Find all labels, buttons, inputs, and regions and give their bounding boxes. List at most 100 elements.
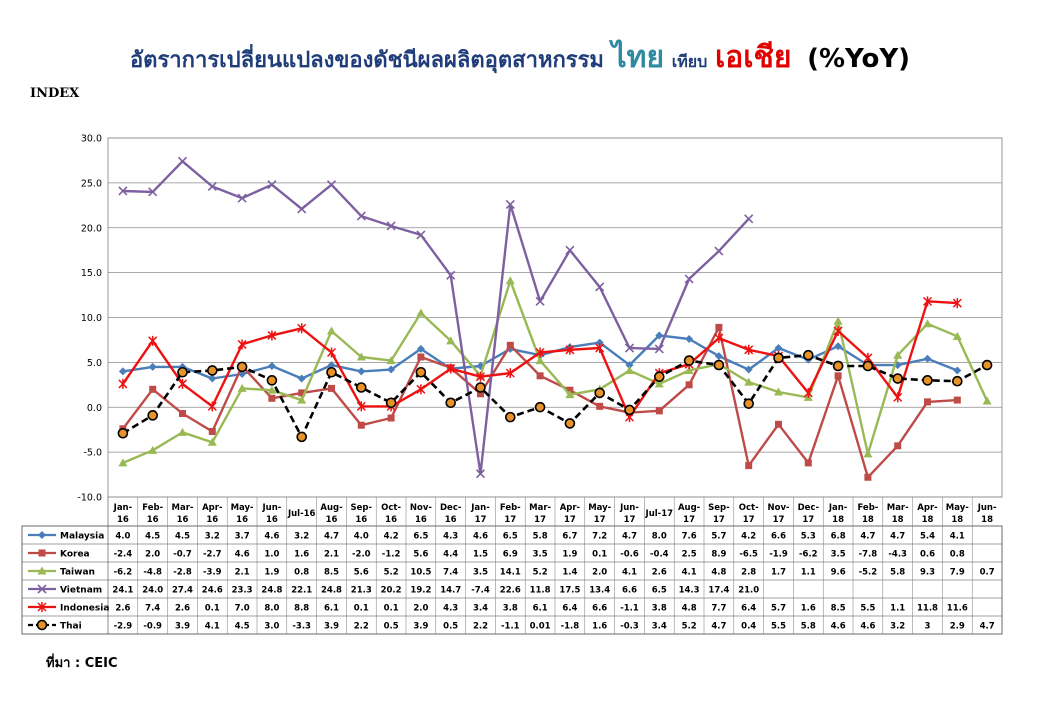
x-tick-label: Dec- [798,503,820,513]
data-point-thai [862,360,874,372]
table-cell-malaysia: 4.0 [115,532,130,542]
data-point-thai [445,397,457,409]
table-cell-malaysia: 4.7 [324,532,339,542]
x-tick-label: Aug- [678,503,701,513]
table-cell-vietnam: 14.7 [440,586,461,596]
table-cell-taiwan: 2.1 [235,568,250,578]
data-point-taiwan [565,390,575,399]
data-point-korea [745,462,753,470]
data-point-thai [177,366,188,378]
table-cell-vietnam: 17.5 [559,586,580,596]
data-point-vietnam [624,343,635,353]
data-point-thai [355,382,367,393]
table-cell-thai: -2.9 [114,622,133,632]
x-tick-label: 16 [415,515,427,525]
table-cell-thai: 4.7 [980,622,995,632]
data-point-malaysia [714,352,723,361]
series-line-taiwan [122,279,989,465]
data-point-thai [981,359,993,371]
table-cell-indonesia: 5.5 [860,604,875,614]
title-yoy: (%YoY) [807,44,911,74]
data-point-malaysia [416,344,425,353]
data-point-indonesia [118,378,128,389]
data-point-indonesia [416,384,426,395]
x-tick-label: 18 [862,515,874,525]
data-point-thai [266,375,278,386]
data-point-indonesia [565,344,575,355]
table-cell-thai: 3.0 [264,622,279,632]
table-cell-vietnam: 21.0 [738,586,759,596]
data-point-korea [477,390,484,398]
data-point-vietnam [446,270,456,280]
data-point-taiwan [207,437,217,446]
data-point-thai [773,352,784,364]
table-cell-malaysia: 4.3 [443,532,458,542]
data-point-thai [504,411,516,423]
data-point-indonesia [535,347,545,358]
data-point-taiwan [327,326,336,335]
data-point-korea [715,323,723,331]
table-cell-thai: 4.6 [831,622,846,632]
table-cell-taiwan: 2.8 [741,568,756,578]
y-axis-label: INDEX [30,86,80,101]
table-cell-korea: 2.5 [682,550,697,560]
table-cell-malaysia: 4.6 [473,532,488,542]
data-point-vietnam [714,246,724,256]
table-cell-vietnam: 22.6 [500,586,521,596]
x-tick-label: May- [588,503,611,513]
table-cell-korea: 2.1 [324,550,339,560]
data-point-malaysia [744,365,753,374]
x-tick-label: Feb- [500,503,521,513]
data-point-malaysia [387,365,396,374]
table-cell-malaysia: 7.2 [592,532,607,542]
x-tick-label: Mar- [172,503,194,513]
table-cell-korea: 3.5 [831,550,846,560]
data-point-taiwan [863,449,873,458]
data-point-taiwan [297,395,307,404]
data-point-thai [802,349,814,361]
data-point-korea [536,372,544,380]
table-cell-indonesia: 2.6 [175,604,190,614]
x-tick-label: 17 [475,515,487,525]
table-cell-taiwan: 3.5 [473,568,488,578]
data-point-malaysia [625,361,634,370]
table-cell-malaysia: 3.2 [294,532,309,542]
table-cell-malaysia: 6.6 [771,532,786,542]
data-point-indonesia [505,368,515,379]
x-tick-label: 18 [922,515,934,525]
table-cell-indonesia: 3.8 [652,604,667,614]
table-cell-thai: 3.9 [175,622,190,632]
x-tick-label: Mar- [887,503,909,513]
table-cell-indonesia: 7.7 [711,604,726,614]
x-tick-label: Nov- [767,503,789,513]
x-tick-label: 16 [355,515,367,525]
table-cell-vietnam: 27.4 [172,586,193,596]
legend-marker-taiwan [37,566,47,575]
table-cell-thai: 0.4 [741,622,756,632]
x-tick-label: Jul-16 [287,509,316,519]
table-cell-malaysia: 3.7 [235,532,250,542]
table-cell-taiwan: -4.8 [143,568,162,578]
table-cell-malaysia: 6.5 [413,532,428,542]
data-point-vietnam [654,344,664,354]
table-cell-korea: -7.8 [859,550,878,560]
table-cell-thai: 5.8 [801,622,816,632]
table-cell-indonesia: 11.8 [917,604,938,614]
table-cell-malaysia: 4.5 [145,532,160,542]
data-point-taiwan [148,445,158,454]
x-tick-label: 16 [236,515,248,525]
data-point-indonesia [833,325,843,336]
table-cell-malaysia: 4.7 [860,532,875,542]
table-cell-malaysia: 4.0 [354,532,369,542]
data-point-indonesia [714,333,724,344]
y-tick-label: 10.0 [81,313,102,324]
table-cell-korea: 3.5 [533,550,548,560]
data-point-indonesia [356,401,366,412]
table-cell-malaysia: 4.5 [175,532,190,542]
table-cell-thai: 3.2 [890,622,905,632]
x-tick-label: 17 [802,515,814,525]
legend-marker-vietnam [37,584,47,594]
legend-label-taiwan: Taiwan [60,568,95,578]
title-compare: เทียบ [671,52,708,71]
data-point-taiwan [237,383,247,392]
